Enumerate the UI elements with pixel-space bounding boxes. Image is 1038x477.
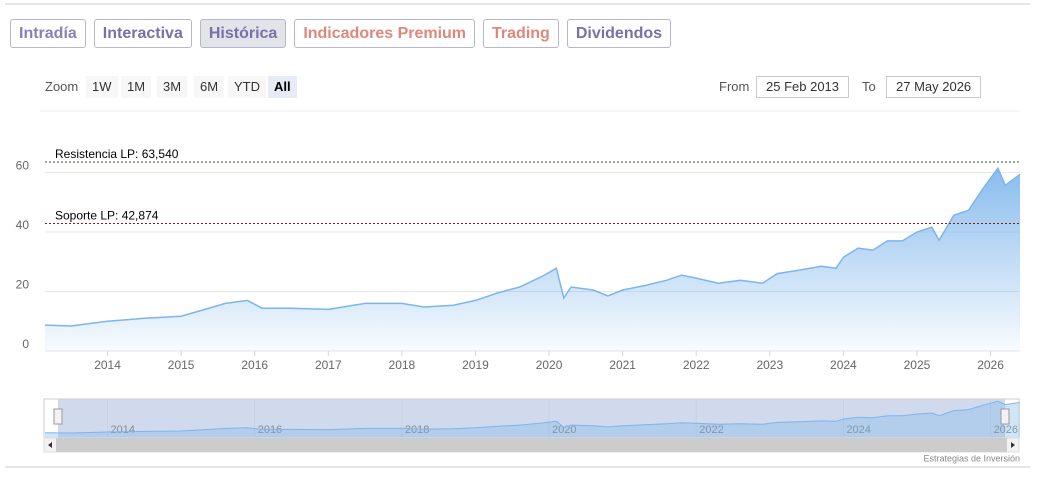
plot-line-label: Resistencia LP: 63,540: [55, 147, 179, 161]
y-tick-label: 60: [16, 159, 30, 173]
navigator-tick-label: 2014: [111, 424, 135, 436]
navigator-line: [44, 400, 1021, 434]
from-label: From: [719, 79, 750, 94]
scrollbar-right-arrow[interactable]: [1011, 442, 1015, 448]
x-tick-label: 2015: [168, 358, 195, 372]
zoom-button[interactable]: 1M: [121, 76, 152, 98]
navigator-tick-label: 2026: [994, 424, 1018, 436]
navigator-tick-label: 2020: [552, 424, 576, 436]
tab[interactable]: Histórica: [199, 19, 287, 48]
navigator-handle[interactable]: [1000, 408, 1010, 425]
tab[interactable]: Indicadores Premium: [294, 19, 476, 48]
zoom-label: Zoom: [45, 79, 79, 94]
scrollbar-thumb[interactable]: [56, 438, 1007, 452]
zoom-button[interactable]: 6M: [194, 76, 225, 98]
tab[interactable]: Trading: [483, 19, 559, 48]
from-input[interactable]: 25 Feb 2013: [756, 76, 850, 98]
x-tick-label: 2017: [315, 358, 342, 372]
plot-line-label: Soporte LP: 42,874: [55, 209, 159, 223]
x-tick-label: 2016: [241, 358, 268, 372]
y-tick-label: 20: [16, 278, 30, 292]
x-tick-label: 2019: [462, 358, 489, 372]
x-tick-label: 2022: [683, 358, 710, 372]
tabs: Intradía Interactiva Histórica Indicadores …: [10, 19, 672, 48]
zoom-button[interactable]: All: [268, 76, 297, 98]
credits: Estrategias de Inversión: [923, 453, 1020, 463]
x-tick-label: 2023: [756, 358, 783, 372]
tab[interactable]: Interactiva: [93, 19, 192, 48]
y-tick-label: 40: [16, 218, 30, 232]
x-tick-label: 2018: [389, 358, 416, 372]
zoom-button[interactable]: YTD: [228, 76, 266, 98]
x-tick-label: 2026: [977, 358, 1004, 372]
navigator-tick-label: 2016: [258, 424, 282, 436]
to-input[interactable]: 27 May 2026: [886, 76, 982, 98]
area-fill: [45, 168, 1020, 351]
scrollbar-left-arrow[interactable]: [48, 442, 52, 448]
navigator-tick-label: 2018: [405, 424, 429, 436]
tab[interactable]: Intradía: [10, 19, 86, 48]
y-tick-label: 0: [22, 337, 29, 351]
navigator-tick-label: 2022: [699, 424, 723, 436]
x-tick-label: 2020: [536, 358, 563, 372]
navigator-tick-label: 2024: [846, 424, 870, 436]
to-label: To: [862, 79, 876, 94]
tab[interactable]: Dividendos: [566, 19, 672, 48]
zoom-button[interactable]: 3M: [157, 76, 188, 98]
x-tick-label: 2014: [94, 358, 121, 372]
x-tick-label: 2024: [830, 358, 857, 372]
navigator-area: [45, 401, 1020, 438]
zoom-button[interactable]: 1W: [86, 76, 118, 98]
navigator-handle[interactable]: [53, 408, 63, 425]
x-tick-label: 2021: [609, 358, 636, 372]
x-tick-label: 2025: [904, 358, 931, 372]
price-line: [44, 166, 1021, 327]
